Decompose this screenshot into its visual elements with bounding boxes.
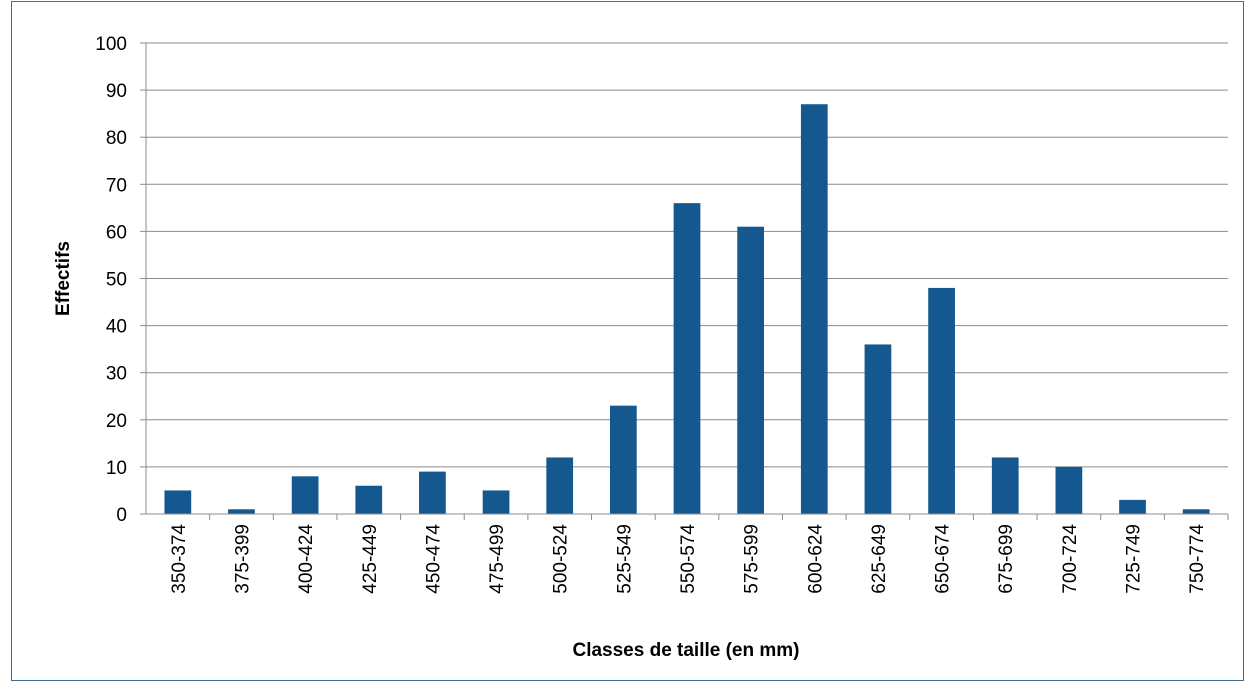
- gridlines: [146, 42, 1228, 468]
- bar-600-624: [800, 104, 828, 514]
- bar-525-549: [609, 405, 637, 514]
- x-tick-label: 350-374: [169, 524, 190, 594]
- bar-725-749: [1119, 499, 1146, 514]
- axes: [140, 42, 1229, 520]
- bars: [164, 104, 1210, 514]
- y-tick-label: 100: [95, 34, 127, 55]
- bar-450-474: [419, 471, 446, 514]
- bar-650-674: [928, 287, 955, 514]
- x-tick-label: 550-574: [678, 524, 699, 594]
- x-tick-label: 625-649: [869, 524, 890, 594]
- y-tick-label: 20: [106, 411, 127, 432]
- x-tick-label: 675-699: [996, 524, 1017, 594]
- y-tick-labels: 0 10 20 30 40 50 60 70 80 90 100: [95, 34, 127, 526]
- x-tick-label: 750-774: [1187, 524, 1208, 594]
- x-tick-label: 700-724: [1060, 524, 1081, 594]
- bar-375-399: [228, 509, 255, 514]
- x-tick-label: 375-399: [232, 524, 253, 594]
- y-tick-label: 0: [116, 505, 127, 526]
- y-tick-label: 50: [106, 270, 127, 291]
- x-tick-label: 450-474: [423, 524, 444, 594]
- y-tick-label: 10: [106, 458, 127, 479]
- bar-400-424: [291, 476, 319, 514]
- y-tick-label: 90: [106, 81, 127, 102]
- x-tick-label: 500-524: [551, 524, 572, 594]
- x-axis-title: Classes de taille (en mm): [572, 640, 799, 661]
- x-tick-label: 725-749: [1124, 524, 1145, 594]
- y-tick-label: 80: [106, 128, 127, 149]
- y-tick-label: 70: [106, 175, 127, 196]
- x-tick-label: 525-549: [614, 524, 635, 594]
- bar-350-374: [164, 490, 192, 514]
- bar-750-774: [1182, 509, 1210, 514]
- bar-625-649: [864, 344, 892, 514]
- bar-575-599: [737, 226, 765, 514]
- bar-700-724: [1055, 466, 1083, 514]
- y-tick-label: 60: [106, 222, 127, 243]
- bar-425-449: [355, 485, 383, 514]
- y-axis-title: Effectifs: [53, 241, 74, 316]
- x-tick-label: 425-449: [360, 524, 381, 594]
- x-tick-label: 650-674: [933, 524, 954, 594]
- x-tick-label: 575-599: [742, 524, 763, 594]
- x-tick-label: 600-624: [805, 524, 826, 594]
- x-tick-label: 475-499: [487, 524, 508, 594]
- chart-frame: [11, 1, 1244, 681]
- y-tick-label: 30: [106, 364, 127, 385]
- bar-550-574: [673, 203, 701, 514]
- bar-675-699: [991, 457, 1019, 514]
- x-tick-label: 400-424: [296, 524, 317, 594]
- bar-475-499: [482, 490, 510, 514]
- x-tick-labels: 350-374 375-399 400-424 425-449 450-474 475-4…: [169, 524, 1208, 594]
- bar-500-524: [546, 457, 574, 514]
- y-tick-label: 40: [106, 317, 127, 338]
